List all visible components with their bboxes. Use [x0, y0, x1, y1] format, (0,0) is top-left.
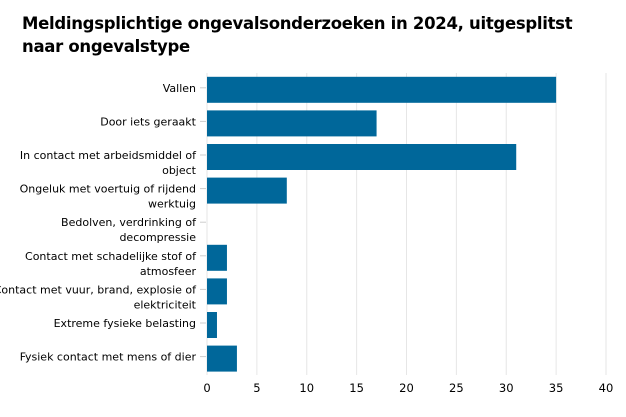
- x-tick-label: 20: [399, 381, 414, 395]
- x-tick-label: 35: [549, 381, 564, 395]
- category-label: elektriciteit: [134, 298, 197, 311]
- category-label: Ongeluk met voertuig of rijdend: [20, 183, 196, 196]
- category-label: object: [162, 164, 197, 177]
- category-label: Contact met schadelijke stof of: [25, 250, 197, 263]
- category-label: decompressie: [119, 231, 196, 244]
- bar: [207, 76, 557, 103]
- category-label: Bedolven, verdrinking of: [61, 216, 197, 229]
- bar: [207, 110, 377, 137]
- bar: [207, 312, 217, 338]
- category-label: Fysiek contact met mens of dier: [20, 351, 197, 364]
- category-label: Door iets geraakt: [100, 115, 196, 128]
- bar: [207, 177, 287, 204]
- x-tick-label: 15: [349, 381, 364, 395]
- x-tick-label: 30: [499, 381, 514, 395]
- category-label: In contact met arbeidsmiddel of: [20, 149, 197, 162]
- x-tick-label: 0: [203, 381, 210, 395]
- category-label: Vallen: [163, 82, 196, 95]
- category-label: werktuig: [148, 198, 196, 211]
- bar: [207, 278, 227, 305]
- x-tick-label: 25: [449, 381, 464, 395]
- category-label: Contact met vuur, brand, explosie of: [0, 283, 197, 296]
- x-tick-label: 5: [253, 381, 260, 395]
- x-tick-label: 10: [299, 381, 314, 395]
- bar: [207, 144, 517, 170]
- bar: [207, 244, 227, 271]
- bar: [207, 345, 237, 372]
- chart-title: Meldingsplichtige ongevalsonderzoeken in…: [22, 14, 573, 56]
- category-label: Extreme fysieke belasting: [54, 317, 196, 330]
- category-label: atmosfeer: [140, 265, 197, 278]
- x-tick-label: 40: [599, 381, 614, 395]
